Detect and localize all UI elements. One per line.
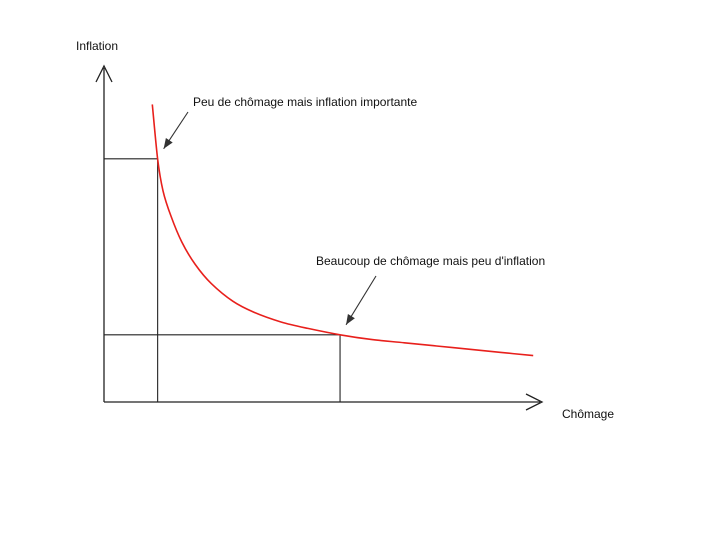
inflation-unemployment-curve — [151, 104, 534, 357]
y-axis-arrowhead — [95, 64, 113, 83]
annotation-high-unemployment: Beaucoup de chômage mais peu d'inflation — [316, 254, 545, 268]
annotation-arrows — [163, 111, 377, 326]
annotation-arrowhead-1 — [163, 138, 173, 149]
annotation-low-unemployment: Peu de chômage mais inflation importante — [193, 95, 417, 109]
x-axis-label: Chômage — [562, 407, 614, 421]
reference-lines — [104, 158, 341, 402]
annotation-arrowhead-2 — [346, 313, 355, 325]
x-axis-arrowhead — [525, 393, 544, 411]
y-axis-label: Inflation — [76, 39, 118, 53]
